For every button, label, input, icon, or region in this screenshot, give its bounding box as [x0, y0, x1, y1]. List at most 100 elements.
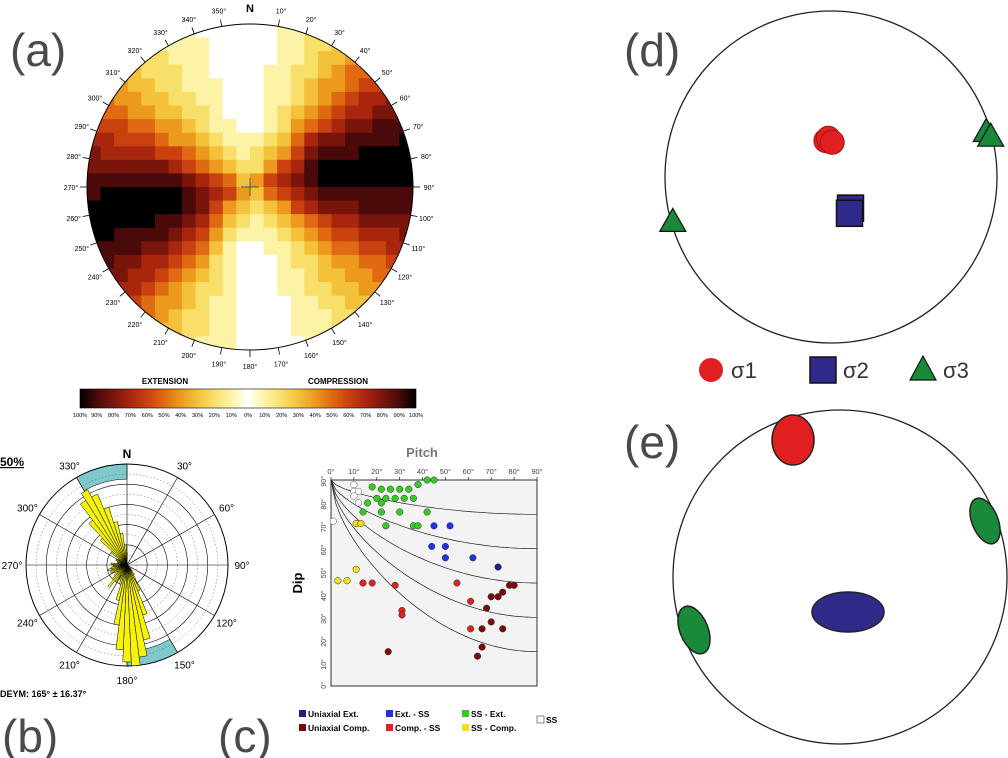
heatmap-cell [317, 132, 333, 147]
heatmap-cell [385, 159, 400, 174]
heatmap-cell [141, 200, 156, 215]
heatmap-cell [317, 282, 333, 297]
heatmap-cell [372, 119, 387, 134]
heatmap-cell [263, 173, 278, 188]
heatmap-cell [250, 159, 265, 174]
heatmap-cell [222, 51, 237, 66]
heatmap-cell [182, 91, 197, 107]
pitch-dip-reference-curve [330, 479, 537, 584]
heatmap-cell [250, 105, 265, 120]
colorbar-tick-label: 50% [158, 413, 169, 419]
heatmap-cell [141, 227, 156, 242]
azimuth-tick-mark [331, 39, 336, 47]
heatmap-cell [209, 282, 224, 297]
heatmap-cell [399, 187, 413, 202]
pitch-dip-point [441, 554, 449, 562]
heatmap-cell [154, 187, 170, 202]
heatmap-cell [114, 159, 129, 174]
heatmap-cell [290, 146, 305, 161]
heatmap-cell [331, 200, 346, 215]
heatmap-cell [304, 173, 319, 188]
heatmap-cell [141, 37, 156, 52]
pitch-dip-point [350, 492, 358, 500]
legend-label: SS - Ext. [471, 709, 505, 719]
heatmap-cell [304, 268, 319, 283]
heatmap-cell [236, 187, 251, 202]
dip-tick-label: 40° [320, 590, 328, 601]
heatmap-cell [154, 159, 170, 174]
panel-label-d: (d) [624, 24, 680, 76]
heatmap-cell [195, 241, 210, 256]
heatmap-cell [317, 24, 333, 39]
heatmap-cell [263, 295, 278, 310]
heatmap-cell [358, 187, 373, 202]
heatmap-cell [209, 105, 224, 120]
azimuth-tick-label: 140° [358, 321, 373, 329]
rose-angle-label: 330° [59, 461, 80, 472]
heatmap-cell [100, 132, 115, 147]
heatmap-cell [263, 200, 278, 215]
heatmap-cell [168, 214, 183, 229]
heatmap-cell [182, 295, 197, 310]
pitch-dip-reference-curve [330, 479, 537, 515]
heatmap-cell [358, 227, 373, 242]
colorbar-tick-label: 90% [394, 413, 405, 419]
heatmap-cell [236, 132, 251, 147]
heatmap-cell [182, 254, 197, 270]
pitch-dip-point [350, 481, 358, 489]
heatmap-cell [277, 173, 292, 188]
sigma2-confidence-ellipse [811, 591, 885, 633]
legend-swatch [386, 724, 393, 731]
heatmap-cell [222, 295, 237, 310]
heatmap-cell [141, 119, 156, 134]
azimuth-tick-label: 120° [398, 274, 413, 282]
azimuth-tick-label: 190° [212, 360, 227, 368]
heatmap-cell [168, 295, 183, 310]
rose-angle-label: 270° [2, 561, 23, 572]
heatmap-cell [250, 309, 265, 324]
heatmap-cell [277, 336, 292, 350]
heatmap-cell [304, 105, 319, 120]
heatmap-cell [345, 295, 360, 310]
heatmap-cell [263, 268, 278, 283]
heatmap-cell [250, 241, 265, 256]
heatmap-cell [331, 64, 346, 79]
dip-tick-label: 70° [320, 522, 328, 533]
heatmap-cell [195, 187, 210, 202]
azimuth-tick-mark [191, 27, 195, 34]
heatmap-cell [372, 105, 387, 120]
rose-petal [122, 564, 132, 663]
azimuth-tick-mark [119, 291, 126, 297]
heatmap-cell [358, 119, 373, 134]
colorbar-tick-label: 40% [175, 413, 186, 419]
heatmap-cell [222, 254, 237, 270]
colorbar-tick-label: 60% [142, 413, 153, 419]
dip-tick-label: 60° [320, 545, 328, 556]
heatmap-cell [263, 241, 278, 256]
heatmap-cell [385, 214, 400, 229]
heatmap-cell [290, 51, 305, 66]
azimuth-tick-mark [390, 101, 398, 106]
azimuth-tick-label: 300° [88, 95, 103, 103]
heatmap-cell [209, 51, 224, 66]
heatmap-cell [141, 295, 156, 310]
heatmap-cell [127, 159, 142, 174]
heatmap-cell [331, 105, 346, 120]
heatmap-cell [290, 214, 305, 229]
heatmap-cell [304, 78, 319, 93]
azimuth-tick-mark [410, 157, 418, 160]
heatmap-cell [331, 268, 346, 283]
pitch-dip-point [343, 577, 351, 585]
rose-angle-label: 300° [17, 504, 38, 515]
pitch-dip-point [329, 517, 337, 525]
heatmap-cell [182, 227, 197, 242]
heatmap-cell [209, 200, 224, 215]
pitch-dip-point [423, 476, 431, 484]
heatmap-cell [250, 37, 265, 52]
heatmap-cell [385, 173, 400, 188]
heatmap-cell [277, 187, 292, 202]
pitch-dip-point [430, 476, 438, 484]
azimuth-tick-mark [90, 128, 97, 132]
heatmap-cell [209, 173, 224, 188]
heatmap-cell [154, 51, 170, 66]
